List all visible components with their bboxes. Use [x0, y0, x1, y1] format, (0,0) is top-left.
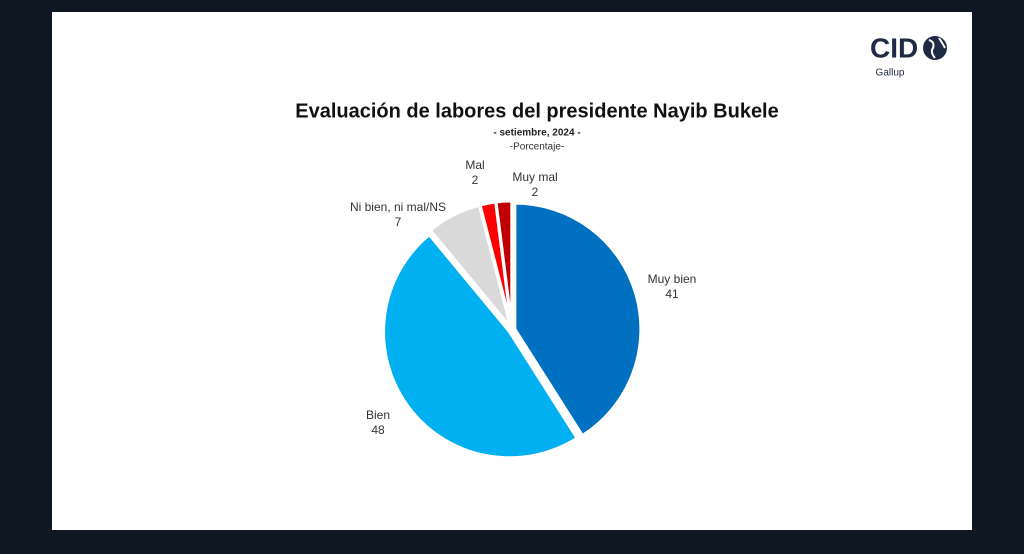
- pie-slice: [513, 201, 643, 438]
- slice-label: Muy mal: [512, 170, 557, 184]
- logo-name: CID: [870, 32, 918, 63]
- logo-tagline: Gallup: [876, 68, 905, 79]
- slice-label: Muy bien: [648, 272, 697, 286]
- logo-globe-lines: [928, 37, 946, 59]
- slice-value: 2: [532, 185, 539, 199]
- slice-label: Mal: [465, 158, 484, 172]
- logo: CID Gallup: [870, 32, 947, 79]
- slice-value: 48: [371, 423, 385, 437]
- slice-label: Ni bien, ni mal/NS: [350, 200, 446, 214]
- slice-value: 2: [472, 173, 479, 187]
- slice-value: 41: [665, 287, 679, 301]
- slice-value: 7: [395, 215, 402, 229]
- chart-subtitle: - setiembre, 2024 -: [493, 128, 580, 139]
- slice-label: Bien: [366, 408, 390, 422]
- chart-caption: -Porcentaje-: [510, 142, 564, 153]
- chart-title: Evaluación de labores del presidente Nay…: [295, 100, 779, 122]
- pie-slice: [494, 199, 514, 328]
- pie-slice: [382, 232, 580, 460]
